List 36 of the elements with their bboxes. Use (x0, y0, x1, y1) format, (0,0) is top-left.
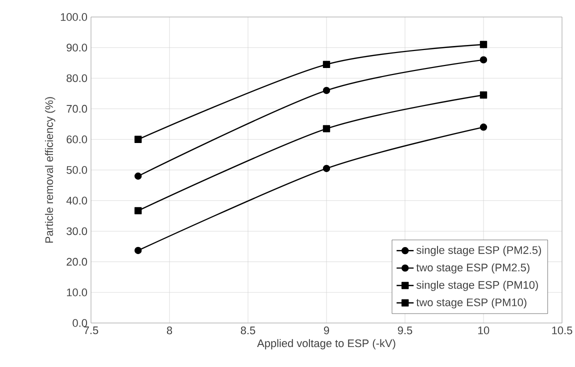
point (480, 40, 488, 48)
y-tick-label: 70.0 (66, 104, 88, 113)
y-tick-label: 30.0 (66, 227, 88, 236)
legend-label: single stage ESP (PM10) (416, 280, 538, 291)
y-tick-label: 80.0 (66, 74, 88, 82)
point (480, 56, 488, 64)
y-tick-label: 100.0 (60, 13, 88, 21)
y-tick-label: 10.0 (66, 288, 88, 296)
x-tick-label: 7.5 (84, 326, 98, 334)
point (322, 60, 330, 68)
point (134, 207, 142, 214)
y-tick-label: 50.0 (66, 166, 88, 174)
y-tick-label: 20.0 (66, 258, 88, 266)
y-axis-title: Particle removal efficiency (%) (45, 97, 56, 243)
point (480, 91, 488, 99)
point (322, 125, 330, 132)
point (322, 164, 330, 172)
point (134, 172, 142, 180)
x-tick-label: 9.5 (398, 326, 412, 334)
y-tick-label: 0.0 (72, 319, 88, 327)
x-axis-title: Applied voltage to ESP (-kV) (257, 339, 396, 350)
y-tick-label: 60.0 (66, 136, 88, 144)
legend-label: two stage ESP (PM2.5) (416, 263, 530, 274)
legend-label: two stage ESP (PM10) (416, 298, 526, 308)
y-tick-label: 40.0 (66, 196, 88, 204)
x-tick-label: 8.5 (240, 326, 256, 334)
y-tick-label: 90.0 (66, 44, 88, 52)
x-tick-label: 8 (166, 326, 172, 334)
legend-label: single stage ESP (PM2.5) (416, 246, 541, 256)
x-tick-label: 10.5 (552, 326, 572, 334)
point (134, 136, 142, 143)
point (480, 124, 488, 131)
point (134, 246, 142, 254)
x-tick-label: 9 (324, 326, 330, 334)
x-tick-label: 10 (478, 326, 490, 334)
point (322, 86, 330, 94)
